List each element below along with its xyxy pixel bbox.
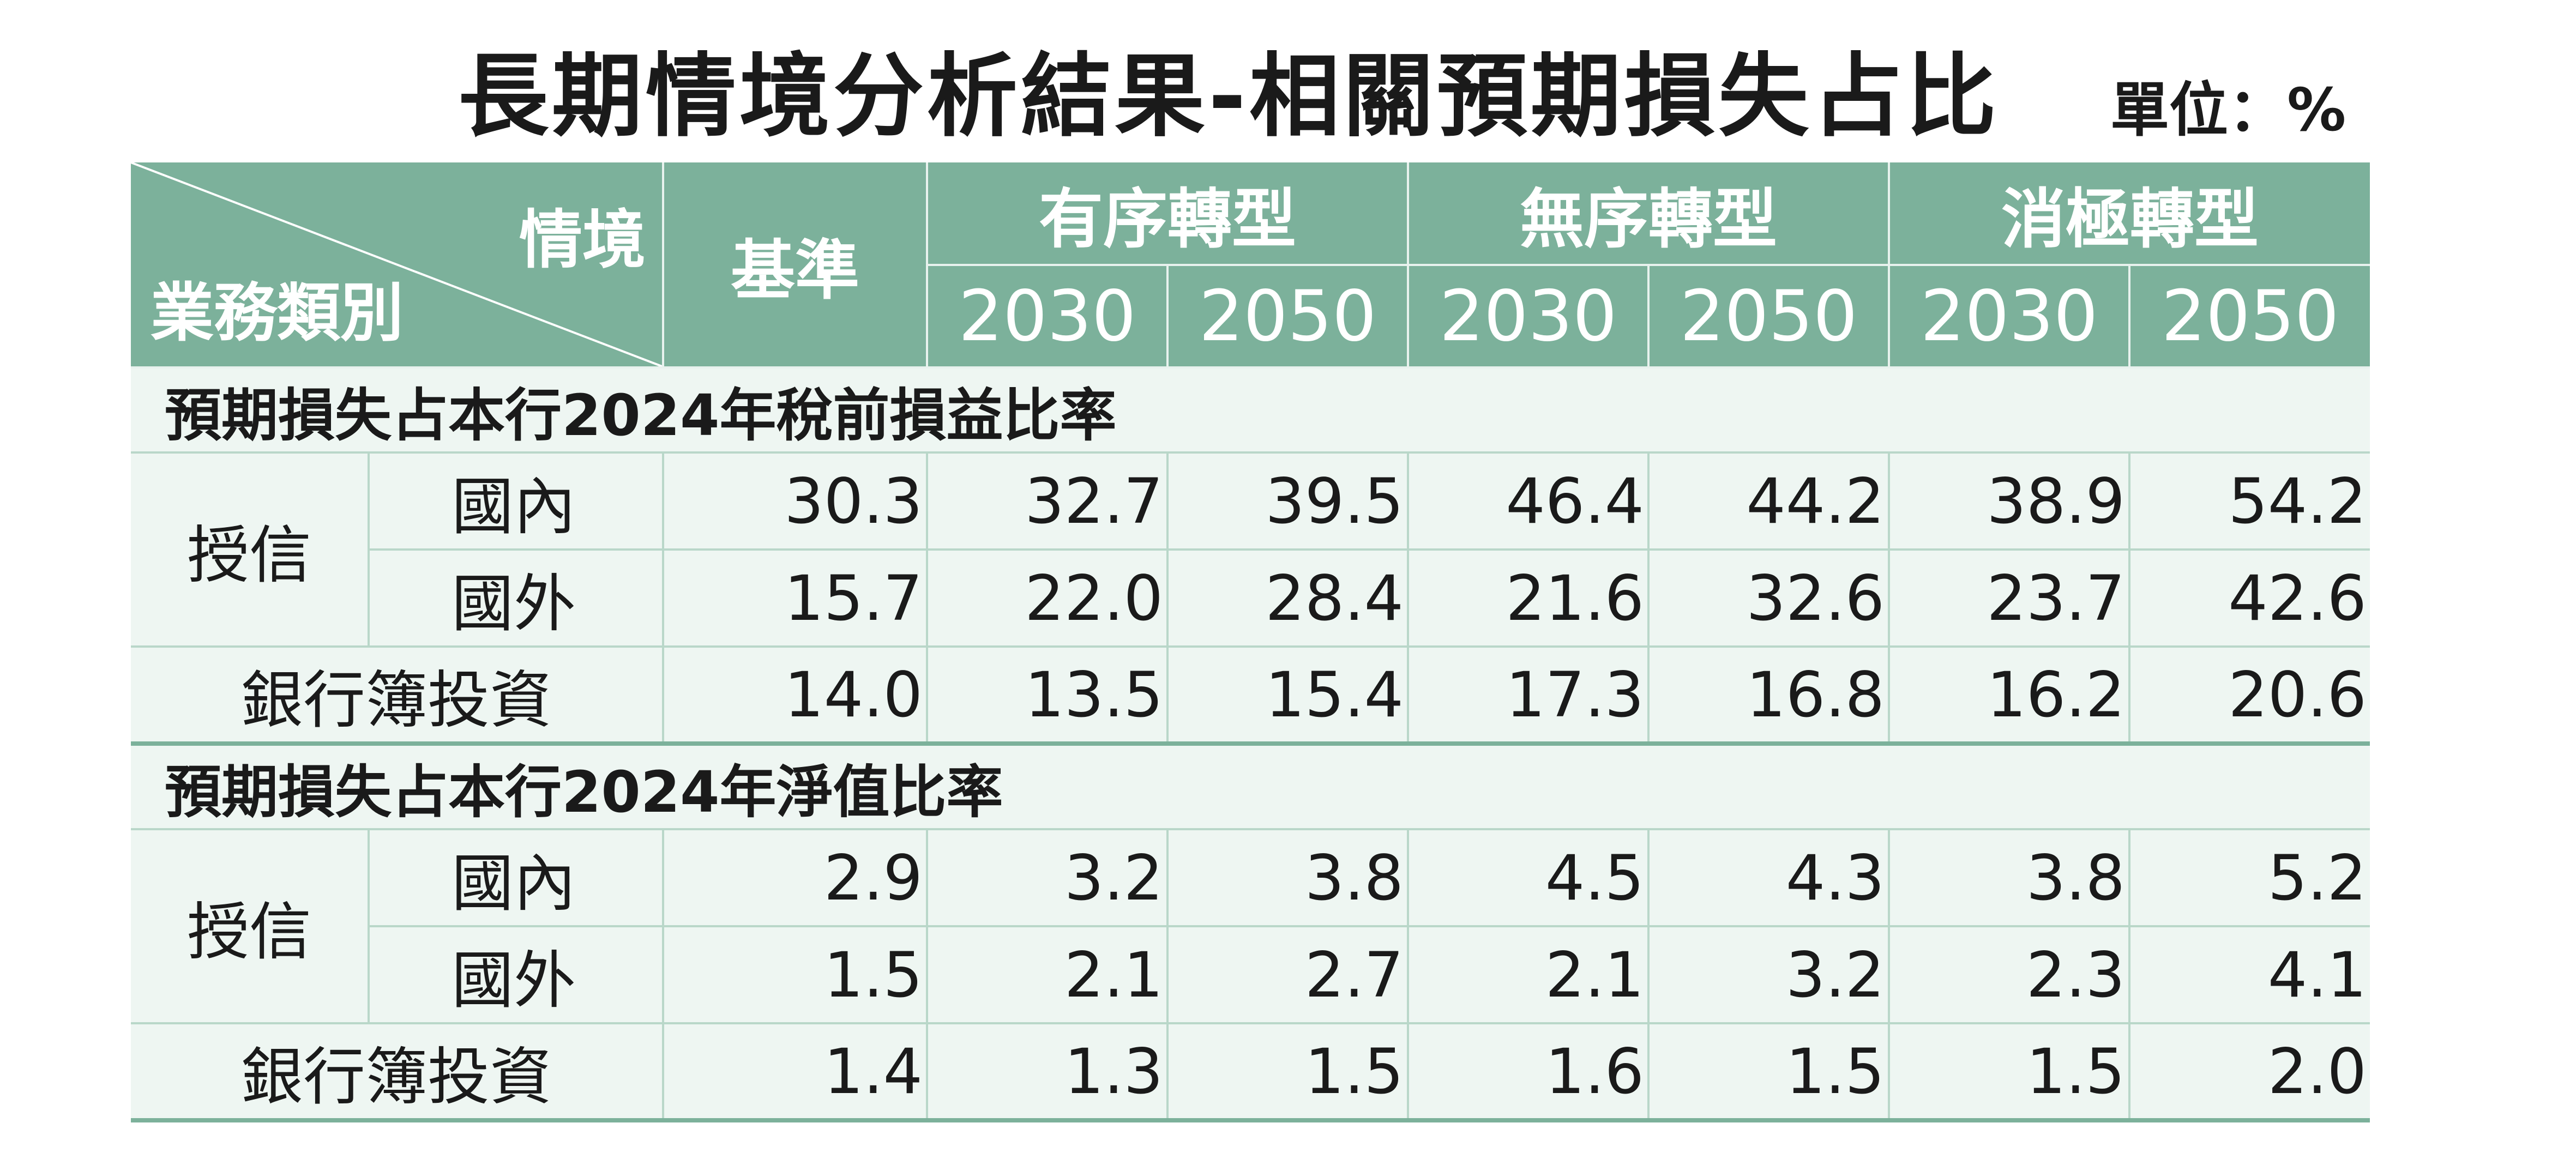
year-header: 2050 [1647, 265, 1889, 369]
scenario-header-orderly: 有序轉型 [925, 162, 1409, 266]
row-label: 國內 [368, 452, 663, 551]
table-cell: 1.6 [1407, 1023, 1649, 1122]
page-title: 長期情境分析結果-相關預期損失占比 [458, 44, 2000, 149]
table-cell: 15.7 [662, 550, 927, 648]
row-group-label: 授信 [131, 452, 369, 648]
table-cell: 5.2 [2128, 829, 2370, 927]
table-cell: 4.5 [1407, 829, 1649, 927]
table-row: 授信 國內 30.3 32.7 39.5 46.4 44.2 38.9 54.2 [131, 452, 2370, 648]
table-cell: 22.0 [926, 550, 1167, 648]
table-cell: 2.3 [1888, 926, 2130, 1024]
row-label: 國外 [368, 550, 663, 648]
table-cell: 2.9 [662, 829, 927, 927]
table-cell: 15.4 [1166, 647, 1409, 746]
year-header: 2030 [1407, 265, 1649, 369]
table-cell: 32.6 [1647, 550, 1889, 648]
table-row: 銀行簿投資 1.4 1.3 1.5 1.6 1.5 1.5 2.0 [131, 1023, 2370, 1122]
table-cell: 3.2 [926, 829, 1167, 927]
table-cell: 42.6 [2128, 550, 2370, 648]
table-cell: 13.5 [926, 647, 1167, 746]
scenario-analysis-table: 情境 業務類別 基準 有序轉型 無序轉型 消極轉型 2030 2050 2030… [131, 162, 2370, 1122]
year-header: 2030 [926, 265, 1167, 369]
table-cell: 2.1 [926, 926, 1167, 1024]
table-cell: 1.5 [1888, 1023, 2130, 1122]
baseline-header: 基準 [662, 162, 927, 369]
table-cell: 16.8 [1647, 647, 1889, 746]
row-label: 銀行簿投資 [131, 1023, 663, 1122]
table-cell: 44.2 [1647, 452, 1889, 551]
row-group-label: 授信 [131, 829, 369, 1024]
table-cell: 54.2 [2128, 452, 2370, 551]
table-cell: 38.9 [1888, 452, 2130, 551]
scenario-header-disorderly: 無序轉型 [1407, 162, 1889, 266]
scenario-header-passive: 消極轉型 [1888, 162, 2370, 266]
table-cell: 1.5 [1647, 1023, 1889, 1122]
section-title: 預期損失占本行2024年稅前損益比率 [131, 367, 2370, 454]
business-axis-label: 業務類別 [151, 276, 404, 350]
table-cell: 17.3 [1407, 647, 1649, 746]
table-cell: 4.1 [2128, 926, 2370, 1024]
section-title: 預期損失占本行2024年淨值比率 [131, 744, 2370, 830]
row-label: 國外 [368, 926, 663, 1024]
table-cell: 23.7 [1888, 550, 2130, 648]
year-header: 2030 [1888, 265, 2130, 369]
table-row: 國外 15.7 22.0 28.4 21.6 32.6 23.7 42.6 [131, 550, 2370, 648]
table-cell: 28.4 [1166, 550, 1409, 648]
table-cell: 2.1 [1407, 926, 1649, 1024]
year-header: 2050 [1166, 265, 1409, 369]
table-cell: 21.6 [1407, 550, 1649, 648]
table-cell: 46.4 [1407, 452, 1649, 551]
table-row: 授信 國內 2.9 3.2 3.8 4.5 4.3 3.8 5.2 [131, 829, 2370, 1024]
table-cell: 1.4 [662, 1023, 927, 1122]
table-cell: 1.5 [662, 926, 927, 1024]
corner-header: 情境 業務類別 [131, 162, 663, 369]
table-cell: 3.8 [1888, 829, 2130, 927]
table-cell: 4.3 [1647, 829, 1889, 927]
table-cell: 14.0 [662, 647, 927, 746]
table-cell: 39.5 [1166, 452, 1409, 551]
year-header: 2050 [2128, 265, 2370, 369]
scenario-axis-label: 情境 [519, 203, 646, 277]
table-cell: 2.0 [2128, 1023, 2370, 1122]
table-cell: 3.8 [1166, 829, 1409, 927]
row-label: 銀行簿投資 [131, 647, 663, 746]
unit-label: 單位：% [2110, 76, 2346, 144]
diagonal-line [131, 162, 662, 365]
table-cell: 1.5 [1166, 1023, 1409, 1122]
table-cell: 2.7 [1166, 926, 1409, 1024]
table-cell: 20.6 [2128, 647, 2370, 746]
table-row: 銀行簿投資 14.0 13.5 15.4 17.3 16.8 16.2 20.6 [131, 647, 2370, 746]
table-cell: 16.2 [1888, 647, 2130, 746]
table-cell: 32.7 [926, 452, 1167, 551]
table-cell: 30.3 [662, 452, 927, 551]
table-row: 國外 1.5 2.1 2.7 2.1 3.2 2.3 4.1 [131, 926, 2370, 1024]
table-cell: 3.2 [1647, 926, 1889, 1024]
row-label: 國內 [368, 829, 663, 927]
table-cell: 1.3 [926, 1023, 1167, 1122]
